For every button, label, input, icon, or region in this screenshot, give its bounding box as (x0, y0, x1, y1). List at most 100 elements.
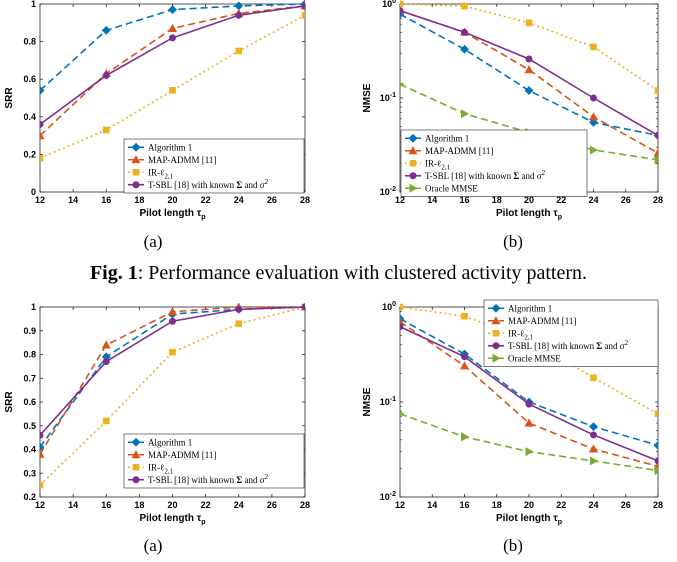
legend-entry: Algorithm 1 (148, 437, 192, 447)
data-point (654, 410, 658, 418)
legend-swatch-marker (131, 142, 141, 152)
sublabel-top-left: (a) (143, 232, 163, 251)
data-point (400, 411, 405, 417)
data-point (524, 418, 534, 427)
data-point (301, 2, 305, 10)
data-point (400, 303, 404, 311)
data-point (40, 130, 45, 140)
legend-entry: T-SBL [18] with known Σ and σ2 (148, 178, 269, 190)
data-point (400, 7, 404, 15)
series-4 (40, 303, 305, 439)
legend-entry: Algorithm 1 (508, 303, 552, 313)
data-point (525, 19, 533, 27)
y-tick-label: 100 (382, 0, 396, 9)
figure-caption: Fig. 1: Performance evaluation with clus… (0, 262, 677, 285)
data-point (101, 340, 111, 349)
x-tick-label: 12 (35, 195, 45, 205)
data-point (40, 154, 44, 162)
y-tick-label: 0.9 (23, 326, 36, 336)
x-tick-label: 14 (427, 500, 437, 510)
data-point (525, 400, 533, 408)
series-line (400, 318, 658, 447)
y-tick-label: 0.3 (23, 468, 36, 478)
data-point (654, 155, 658, 165)
data-point (653, 148, 658, 157)
sublabel-bottom-left: (a) (143, 536, 163, 555)
legend-box (123, 138, 305, 194)
chart-panel-top-right: 12 14 16 18 20 22 24 26 28 10-2 10-1 100 Pilot lengt… (362, 0, 663, 221)
x-tick-label: 18 (492, 195, 502, 205)
y-tick-label: 0.8 (23, 37, 36, 47)
data-point (654, 131, 658, 139)
series-3 (400, 0, 658, 94)
data-point (235, 305, 243, 313)
chart-panel-bottom-right: 12 14 16 18 20 22 24 26 28 10-2 10-1 100 Pilot lengt… (362, 299, 663, 526)
legend-box (400, 129, 588, 197)
x-tick-label: 16 (101, 195, 111, 205)
data-point (235, 320, 243, 327)
y-tick-label: 1 (31, 302, 36, 312)
data-point (40, 442, 45, 452)
y-axis-label: SRR (4, 87, 15, 109)
data-point (653, 440, 658, 450)
x-tick-label: 26 (621, 195, 631, 205)
data-point (102, 126, 110, 134)
legend-entry: MAP-ADMM [11] (425, 146, 493, 156)
legend-swatch-marker (132, 476, 140, 484)
data-point (102, 417, 110, 425)
data-point (524, 86, 534, 95)
legend-swatch-marker (492, 342, 500, 350)
data-point (40, 120, 44, 128)
data-point (40, 86, 45, 95)
x-tick-label: 16 (459, 500, 469, 510)
chart-panel-bottom-left: 12 14 16 18 20 22 24 26 28 0.2 0.3 0.4 0.5 0.6 0.7 0.8 0… (4, 302, 310, 526)
x-tick-label: 12 (35, 500, 45, 510)
y-tick-label: 10-2 (380, 186, 396, 197)
x-tick-label: 16 (459, 195, 469, 205)
legend-swatch-marker (492, 329, 500, 337)
data-point (461, 353, 468, 361)
legend-swatch-marker (492, 353, 501, 363)
legend-swatch-marker (132, 181, 140, 189)
data-point (589, 117, 598, 127)
data-point (654, 457, 658, 465)
legend-entry: T-SBL [18] with known Σ and σ2 (508, 339, 629, 351)
y-axis-label: NMSE (362, 83, 373, 112)
x-tick-label: 18 (134, 500, 144, 510)
data-point (589, 422, 598, 432)
series-3 (40, 11, 305, 162)
x-tick-label: 26 (621, 500, 631, 510)
series-1 (40, 0, 305, 95)
y-axis-label: NMSE (362, 387, 373, 416)
legend-entry: IR-ℓ2,1 (148, 167, 174, 180)
data-point (40, 481, 44, 489)
x-tick-label: 20 (524, 500, 534, 510)
data-point (169, 34, 176, 42)
legend-entry: MAP-ADMM [11] (148, 155, 216, 165)
data-point (102, 71, 110, 79)
data-point (461, 28, 468, 36)
caption-text: : Performance evaluation with clustered … (137, 262, 588, 284)
data-point (169, 348, 176, 356)
data-point (40, 431, 44, 439)
x-tick-label: 14 (427, 195, 437, 205)
data-point (235, 11, 243, 19)
legend-entry: MAP-ADMM [11] (148, 450, 216, 460)
data-point (588, 112, 599, 121)
legend-swatch-marker (409, 183, 418, 193)
legend-swatch-marker (131, 155, 141, 164)
legend-swatch-marker (131, 450, 141, 459)
series-4 (40, 2, 305, 128)
data-point (589, 456, 599, 466)
y-tick-label: 0.4 (23, 445, 36, 455)
x-tick-label: 14 (68, 500, 78, 510)
x-tick-label: 22 (201, 500, 211, 510)
x-tick-label: 16 (101, 500, 111, 510)
data-point (400, 317, 405, 326)
x-tick-label: 24 (234, 500, 244, 510)
y-tick-label: 0.8 (23, 350, 36, 360)
series-line (400, 13, 658, 137)
x-tick-label: 28 (653, 195, 663, 205)
y-tick-label: 0.6 (23, 397, 36, 407)
